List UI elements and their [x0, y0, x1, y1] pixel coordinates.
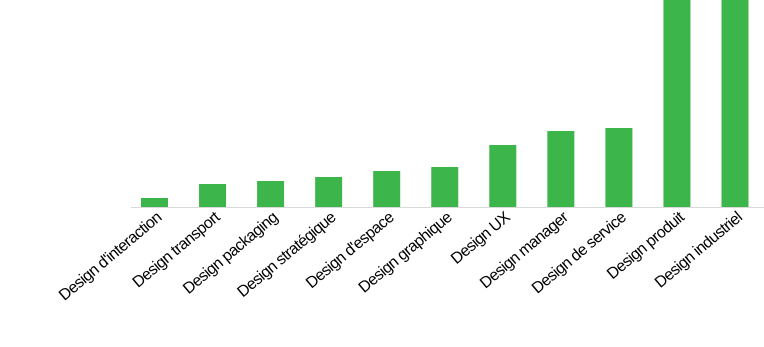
bar-11 [721, 0, 749, 207]
bar-2 [199, 184, 227, 207]
bar-9 [605, 128, 633, 207]
bar-1 [141, 198, 168, 207]
bar-8 [547, 131, 575, 207]
bar-5 [373, 171, 401, 207]
bars-group [141, 0, 749, 207]
bar-10 [663, 0, 691, 207]
bar-6 [431, 167, 459, 207]
bar-4 [315, 177, 343, 207]
bar-3 [257, 181, 285, 207]
x-tick-label: Design stratégique [234, 209, 339, 301]
x-tick-label: Design d'interaction [56, 209, 165, 304]
bar-7 [489, 145, 517, 207]
